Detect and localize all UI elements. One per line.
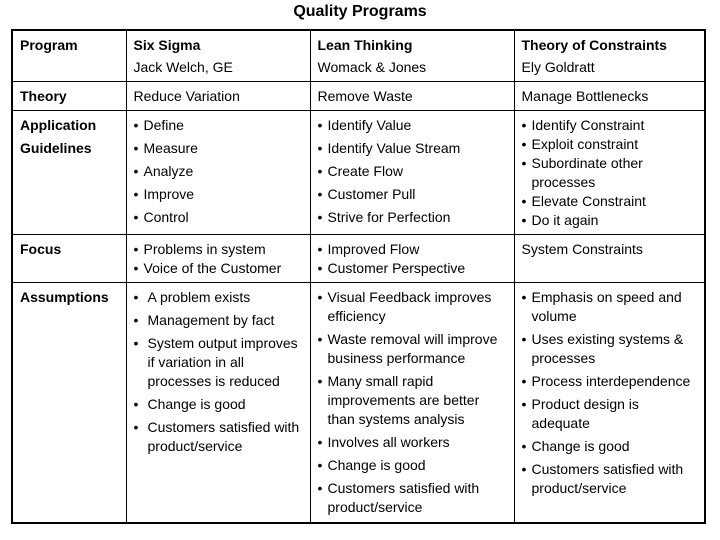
table-cell: Identify Value Identify Value Stream Cre… xyxy=(309,110,515,235)
row-header-guidelines: Application Guidelines xyxy=(11,110,127,235)
list-item: Strive for Perfection xyxy=(318,208,507,227)
list-item: Emphasis on speed and volume xyxy=(522,288,698,326)
list-item: Management by fact xyxy=(134,311,303,330)
list-item: Subordinate other processes xyxy=(522,154,698,192)
table-row-program: Program Six Sigma Jack Welch, GE Lean Th… xyxy=(11,29,706,82)
table-cell: Improved Flow Customer Perspective xyxy=(309,234,515,283)
list-item: Customers satisfied with product/service xyxy=(522,460,698,498)
table-cell: System Constraints xyxy=(513,234,706,283)
list-item: Do it again xyxy=(522,211,698,230)
table-cell: Problems in system Voice of the Customer xyxy=(125,234,311,283)
program-author: Jack Welch, GE xyxy=(133,59,233,75)
row-header-line: Guidelines xyxy=(20,140,92,156)
table-row-theory: Theory Reduce Variation Remove Waste Man… xyxy=(11,81,706,111)
list-item: Analyze xyxy=(134,162,303,181)
header-lean-thinking: Lean Thinking Womack & Jones xyxy=(309,29,515,82)
table-row-guidelines: Application Guidelines Define Measure An… xyxy=(11,110,706,235)
list-item: Create Flow xyxy=(318,162,507,181)
list-item: Measure xyxy=(134,139,303,158)
list-item: Identify Value Stream xyxy=(318,139,507,158)
row-header-focus: Focus xyxy=(11,234,127,283)
table-cell: Visual Feedback improves efficiency Wast… xyxy=(309,282,515,524)
program-name: Theory of Constraints xyxy=(521,37,667,53)
table-row-focus: Focus Problems in system Voice of the Cu… xyxy=(11,234,706,283)
list-item: Elevate Constraint xyxy=(522,192,698,211)
list-item: A problem exists xyxy=(134,288,303,307)
program-name: Lean Thinking xyxy=(317,37,413,53)
row-header-assumptions: Assumptions xyxy=(11,282,127,524)
table-row-assumptions: Assumptions A problem exists Management … xyxy=(11,282,706,524)
list-item: Change is good xyxy=(318,456,507,475)
header-theory-of-constraints: Theory of Constraints Ely Goldratt xyxy=(513,29,706,82)
list-item: Exploit constraint xyxy=(522,135,698,154)
list-item: Identify Value xyxy=(318,116,507,135)
program-author: Womack & Jones xyxy=(317,59,427,75)
page-title: Quality Programs xyxy=(293,3,427,20)
table-cell: Remove Waste xyxy=(309,81,515,111)
list-item: Identify Constraint xyxy=(522,116,698,135)
list-item: Customer Pull xyxy=(318,185,507,204)
table-cell: Reduce Variation xyxy=(125,81,311,111)
header-six-sigma: Six Sigma Jack Welch, GE xyxy=(125,29,311,82)
table-cell: Manage Bottlenecks xyxy=(513,81,706,111)
list-item: System output improves if variation in a… xyxy=(134,334,303,391)
list-item: Improved Flow xyxy=(318,240,507,259)
list-item: Change is good xyxy=(522,437,698,456)
list-item: Involves all workers xyxy=(318,433,507,452)
program-name: Six Sigma xyxy=(133,37,201,53)
list-item: Problems in system xyxy=(134,240,303,259)
program-author: Ely Goldratt xyxy=(521,59,595,75)
table-cell: Identify Constraint Exploit constraint S… xyxy=(513,110,706,235)
list-item: Many small rapid improvements are better… xyxy=(318,372,507,429)
list-item: Waste removal will improve business perf… xyxy=(318,330,507,368)
list-item: Customers satisfied with product/service xyxy=(134,418,303,456)
list-item: Customer Perspective xyxy=(318,259,507,278)
list-item: Visual Feedback improves efficiency xyxy=(318,288,507,326)
list-item: Product design is adequate xyxy=(522,395,698,433)
list-item: Process interdependence xyxy=(522,372,698,391)
row-header-program: Program xyxy=(11,29,127,82)
list-item: Customers satisfied with product/service xyxy=(318,479,507,517)
table-cell: Define Measure Analyze Improve Control xyxy=(125,110,311,235)
row-header-line: Application xyxy=(20,117,97,133)
table-cell: A problem exists Management by fact Syst… xyxy=(125,282,311,524)
quality-programs-table: Program Six Sigma Jack Welch, GE Lean Th… xyxy=(11,29,706,524)
list-item: Change is good xyxy=(134,395,303,414)
row-header-theory: Theory xyxy=(11,81,127,111)
list-item: Uses existing systems & processes xyxy=(522,330,698,368)
list-item: Define xyxy=(134,116,303,135)
table-cell: Emphasis on speed and volume Uses existi… xyxy=(513,282,706,524)
list-item: Voice of the Customer xyxy=(134,259,303,278)
list-item: Improve xyxy=(134,185,303,204)
list-item: Control xyxy=(134,208,303,227)
